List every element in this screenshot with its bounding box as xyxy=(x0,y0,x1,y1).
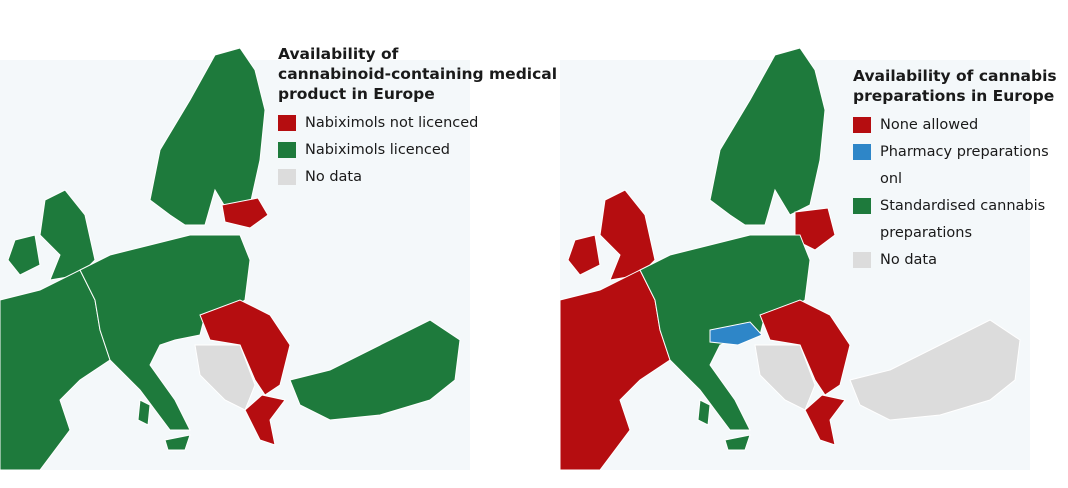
legend-title: Availability of cannabis preparations in … xyxy=(853,66,1068,106)
label-line: No data xyxy=(305,169,362,185)
label-line: preparations xyxy=(880,225,973,241)
legend-swatch xyxy=(853,252,871,268)
label-line: Standardised cannabis xyxy=(880,198,1046,214)
title-line: Availability of xyxy=(278,45,399,63)
label-line: Nabiximols licenced xyxy=(305,142,450,158)
label-line: None allowed xyxy=(880,117,979,133)
legend-item: Pharmacy preparations onl xyxy=(853,139,1068,193)
legend-swatch xyxy=(853,117,871,133)
legend-item: Standardised cannabis preparations xyxy=(853,193,1068,247)
map-left xyxy=(0,47,470,471)
legend-item: Nabiximols licenced xyxy=(278,137,557,164)
legend-swatch xyxy=(853,198,871,214)
greece xyxy=(244,394,286,446)
legend: Availability of cannabis preparations in … xyxy=(853,66,1068,274)
greece xyxy=(804,394,846,446)
legend-item: No data xyxy=(853,247,1068,274)
scandinavia xyxy=(709,47,826,226)
legend-label: Nabiximols not licenced xyxy=(305,110,478,137)
west-europe xyxy=(0,269,111,471)
title-line: product in Europe xyxy=(278,85,435,103)
legend-label: Nabiximols licenced xyxy=(305,137,450,164)
romania-hungary xyxy=(199,299,291,396)
map-right xyxy=(559,47,1030,471)
legend-label: No data xyxy=(305,164,362,191)
legend-item: Nabiximols not licenced xyxy=(278,110,557,137)
legend-swatch xyxy=(278,115,296,131)
legend-label: None allowed xyxy=(880,112,978,139)
legend-title: Availability of cannabinoid-containing me… xyxy=(278,44,557,104)
legend-label: Pharmacy preparations onl xyxy=(880,139,1068,193)
label-line: Pharmacy preparations onl xyxy=(880,144,1049,187)
latvia xyxy=(221,197,269,229)
legend: Availability of cannabinoid-containing me… xyxy=(278,44,557,191)
sardinia xyxy=(697,399,711,426)
title-line: preparations in Europe xyxy=(853,87,1055,105)
austria xyxy=(709,321,763,346)
romania-hungary xyxy=(759,299,851,396)
ireland xyxy=(7,234,41,276)
central-europe xyxy=(79,234,251,431)
france-iberia xyxy=(559,269,671,471)
turkey xyxy=(849,319,1021,421)
legend-item: None allowed xyxy=(853,112,1068,139)
legend-swatch xyxy=(278,169,296,185)
title-line: Availability of cannabis xyxy=(853,67,1057,85)
legend-swatch xyxy=(853,144,871,160)
ireland xyxy=(567,234,601,276)
turkey xyxy=(289,319,461,421)
sicily xyxy=(724,434,751,451)
legend-label: No data xyxy=(880,247,937,274)
sardinia xyxy=(137,399,151,426)
scandinavia xyxy=(149,47,266,226)
title-line: cannabinoid-containing medical xyxy=(278,65,558,83)
legend-swatch xyxy=(278,142,296,158)
label-line: No data xyxy=(880,252,937,268)
sicily xyxy=(164,434,191,451)
label-line: Nabiximols not licenced xyxy=(305,115,479,131)
legend-label: Standardised cannabis preparations xyxy=(880,193,1045,247)
legend-item: No data xyxy=(278,164,557,191)
